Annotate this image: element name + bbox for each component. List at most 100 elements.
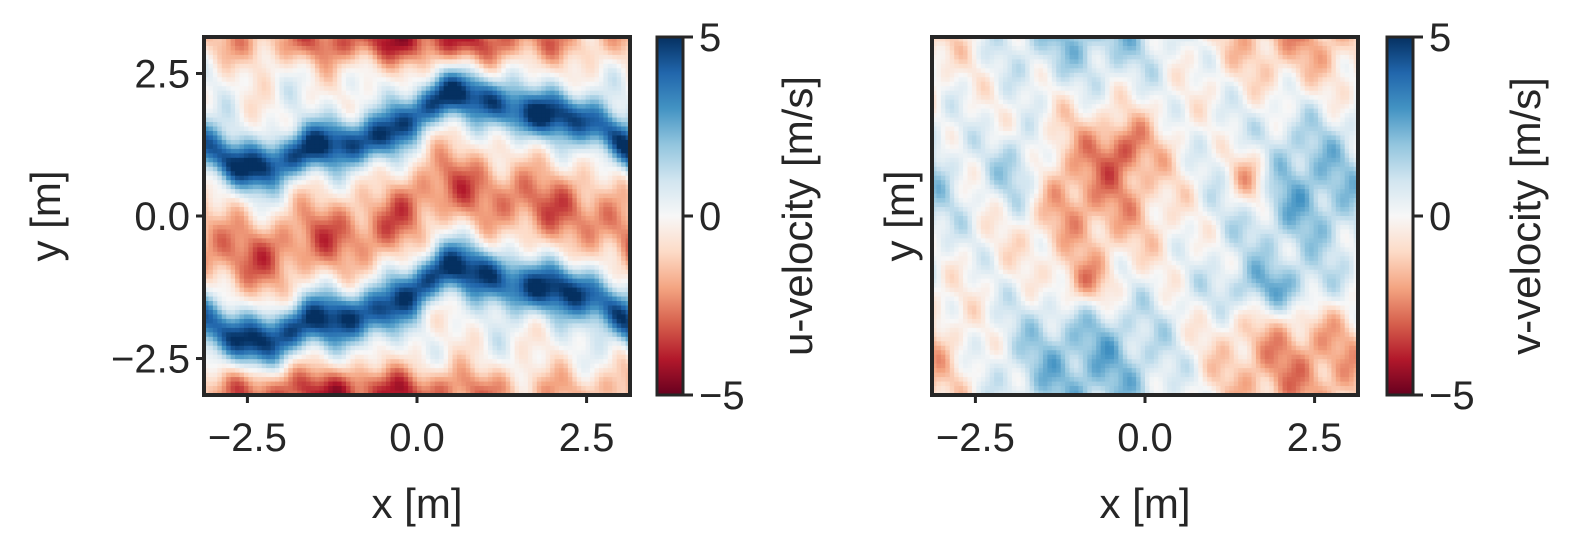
u-heatmap-cell [328,144,334,150]
u-heatmap-cell [523,59,529,65]
u-heatmap-cell [372,122,378,128]
u-heatmap-cell [217,171,223,177]
u-heatmap-cell [492,238,498,244]
u-heatmap-cell [421,45,427,52]
u-heatmap-cell [332,108,338,114]
u-heatmap-cell [443,207,449,213]
u-heatmap-cell [585,126,591,132]
u-heatmap-cell [323,251,329,257]
u-heatmap-cell [372,180,378,186]
u-heatmap-cell [208,256,214,262]
u-heatmap-cell [292,171,298,177]
u-heatmap-cell [439,153,445,159]
u-heatmap-cell [523,95,529,101]
u-heatmap-cell [306,37,312,43]
u-heatmap-cell [292,45,298,52]
u-heatmap-cell [403,50,409,56]
u-heatmap-cell [621,144,627,150]
u-heatmap-cell [550,229,556,235]
u-heatmap-cell [314,247,320,253]
u-heatmap-cell [372,224,378,231]
u-heatmap-cell [594,238,600,244]
u-heatmap-cell [403,171,409,177]
u-heatmap-cell [470,166,476,172]
u-heatmap-cell [297,113,303,119]
u-heatmap-cell [474,148,480,154]
u-heatmap-cell [576,50,582,56]
u-heatmap-cell [483,77,489,83]
u-heatmap-cell [381,233,387,239]
u-heatmap-cell [363,81,369,87]
u-heatmap-cell [567,265,573,271]
u-heatmap-cell [301,126,307,132]
u-heatmap-cell [266,180,272,186]
u-heatmap-cell [217,90,223,96]
u-heatmap-cell [239,180,245,186]
u-heatmap-cell [208,99,214,105]
u-heatmap-cell [377,171,383,177]
u-heatmap-cell [363,122,369,128]
u-heatmap-cell [354,99,360,105]
u-heatmap-cell [470,220,476,226]
u-heatmap-cell [204,269,210,275]
u-heatmap-cell [519,77,525,83]
u-heatmap-cell [465,238,471,244]
u-heatmap-cell [576,148,582,154]
u-heatmap-cell [603,113,609,119]
u-heatmap-cell [616,224,622,231]
u-heatmap-cell [292,233,298,239]
u-heatmap-cell [230,72,236,78]
u-heatmap-cell [505,139,511,145]
u-heatmap-cell [275,81,281,87]
u-heatmap-cell [266,207,272,213]
u-heatmap-cell [483,198,489,204]
u-heatmap-cell [621,233,627,239]
u-heatmap-cell [492,86,498,92]
u-heatmap-cell [204,86,210,92]
u-heatmap-cell [252,59,258,65]
u-heatmap-cell [594,86,600,92]
u-heatmap-cell [625,211,630,217]
u-heatmap-cell [545,63,551,69]
u-heatmap-cell [403,126,409,132]
u-heatmap-cell [337,220,343,226]
u-heatmap-cell [288,95,294,101]
u-heatmap-cell [448,175,454,181]
u-heatmap-cell [297,260,303,266]
u-heatmap-cell [332,247,338,253]
u-heatmap-cell [363,211,369,217]
u-heatmap-cell [341,63,347,69]
u-heatmap-cell [332,81,338,87]
u-heatmap-cell [381,139,387,145]
u-heatmap-cell [248,229,254,235]
u-heatmap-cell [377,77,383,83]
u-heatmap-cell [301,171,307,177]
u-heatmap-cell [621,189,627,195]
u-heatmap-cell [590,162,596,168]
u-heatmap-cell [412,198,418,204]
u-heatmap-cell [408,81,414,87]
u-heatmap-cell [514,81,520,87]
u-heatmap-cell [536,90,542,96]
u-heatmap-cell [501,99,507,105]
u-heatmap-cell [252,54,258,60]
u-heatmap-cell [239,113,245,119]
u-heatmap-cell [270,117,276,123]
u-heatmap-cell [505,68,511,74]
u-heatmap-cell [372,189,378,195]
u-heatmap-cell [479,108,485,114]
u-heatmap-cell [576,113,582,119]
u-heatmap-cell [377,126,383,132]
u-heatmap-cell [465,117,471,123]
u-heatmap-cell [519,216,525,222]
u-heatmap-cell [527,45,533,52]
u-heatmap-cell [283,207,289,213]
u-heatmap-cell [248,77,254,83]
u-heatmap-cell [235,68,241,74]
u-heatmap-cell [319,108,325,114]
u-heatmap-cell [545,198,551,204]
u-heatmap-cell [328,207,334,213]
u-heatmap-cell [563,77,569,83]
u-heatmap-cell [283,229,289,235]
u-heatmap-cell [501,193,507,199]
